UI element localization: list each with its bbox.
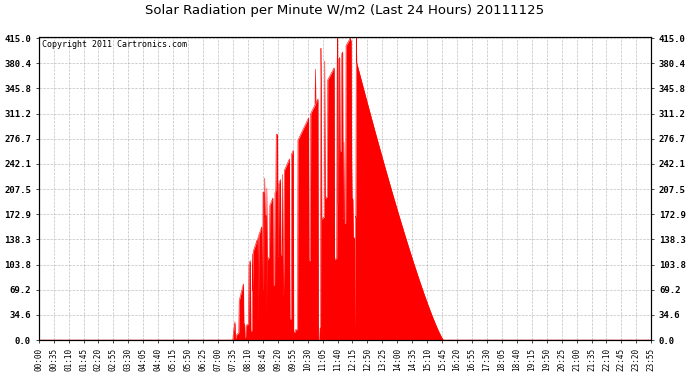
- Text: Copyright 2011 Cartronics.com: Copyright 2011 Cartronics.com: [41, 40, 187, 49]
- Text: Solar Radiation per Minute W/m2 (Last 24 Hours) 20111125: Solar Radiation per Minute W/m2 (Last 24…: [146, 4, 544, 17]
